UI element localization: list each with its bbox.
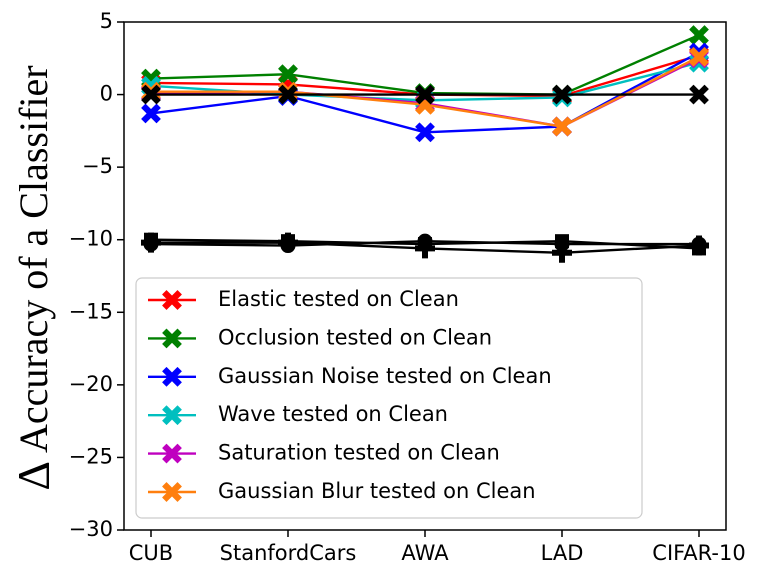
x-tick-label: AWA — [401, 541, 449, 565]
data-point — [689, 84, 709, 105]
reference-series-black-plus — [141, 232, 709, 263]
data-point — [415, 122, 435, 143]
legend-label: Gaussian Blur tested on Clean — [218, 479, 536, 503]
legend-marker-icon — [162, 405, 182, 426]
data-point — [415, 238, 435, 259]
data-point — [552, 84, 572, 105]
svg-text:ΔAccuracy of a Classifier: Δ Accuracy of a Classifier — [8, 65, 59, 490]
legend-marker-icon — [162, 290, 182, 310]
x-tick-label: LAD — [541, 541, 584, 565]
data-point — [141, 84, 161, 105]
y-tick-label: −15 — [69, 299, 113, 323]
data-point — [415, 84, 435, 105]
y-axis-label-delta: Δ — [8, 461, 59, 491]
y-tick-label: 5 — [100, 9, 113, 33]
data-point — [689, 235, 709, 256]
data-point — [689, 25, 709, 45]
legend-marker-icon — [162, 482, 182, 502]
legend-marker-icon — [162, 328, 182, 349]
x-tick-label: CIFAR-10 — [652, 541, 745, 565]
y-tick-label: −30 — [69, 517, 113, 541]
series-line — [150, 33, 700, 96]
y-tick-label: −20 — [69, 372, 113, 396]
legend-marker-icon — [162, 443, 182, 464]
legend-label: Gaussian Noise tested on Clean — [218, 364, 552, 388]
legend-box — [135, 277, 643, 519]
legend-entry: Occlusion tested on Clean — [148, 325, 492, 349]
legend-entry: Saturation tested on Clean — [148, 441, 500, 465]
y-tick-label: −5 — [82, 154, 113, 178]
legend-marker-icon — [162, 366, 182, 387]
y-tick-label: −25 — [69, 444, 113, 468]
legend-label: Saturation tested on Clean — [218, 441, 500, 465]
x-tick-label: StanfordCars — [220, 541, 357, 565]
legend-entry: Gaussian Noise tested on Clean — [148, 364, 552, 388]
x-tick-label: CUB — [129, 541, 173, 565]
legend-label: Occlusion tested on Clean — [218, 325, 492, 349]
legend-label: Elastic tested on Clean — [218, 287, 459, 311]
data-point — [141, 232, 161, 253]
y-axis-label-text: Accuracy of a Classifier — [11, 65, 56, 453]
y-tick-label: −10 — [69, 227, 113, 251]
data-point — [278, 232, 298, 253]
data-point — [689, 47, 709, 67]
reference-series-baseline-x — [141, 84, 709, 105]
data-point — [552, 242, 572, 263]
legend-entry: Gaussian Blur tested on Clean — [148, 479, 536, 503]
legend-entry: Elastic tested on Clean — [148, 287, 459, 311]
legend-entry: Wave tested on Clean — [148, 402, 448, 426]
legend-label: Wave tested on Clean — [218, 402, 448, 426]
y-axis-label: Δ Accuracy of a Classifier — [8, 65, 59, 490]
data-point — [278, 84, 298, 105]
y-tick-label: 0 — [100, 82, 113, 106]
data-point — [552, 116, 572, 137]
